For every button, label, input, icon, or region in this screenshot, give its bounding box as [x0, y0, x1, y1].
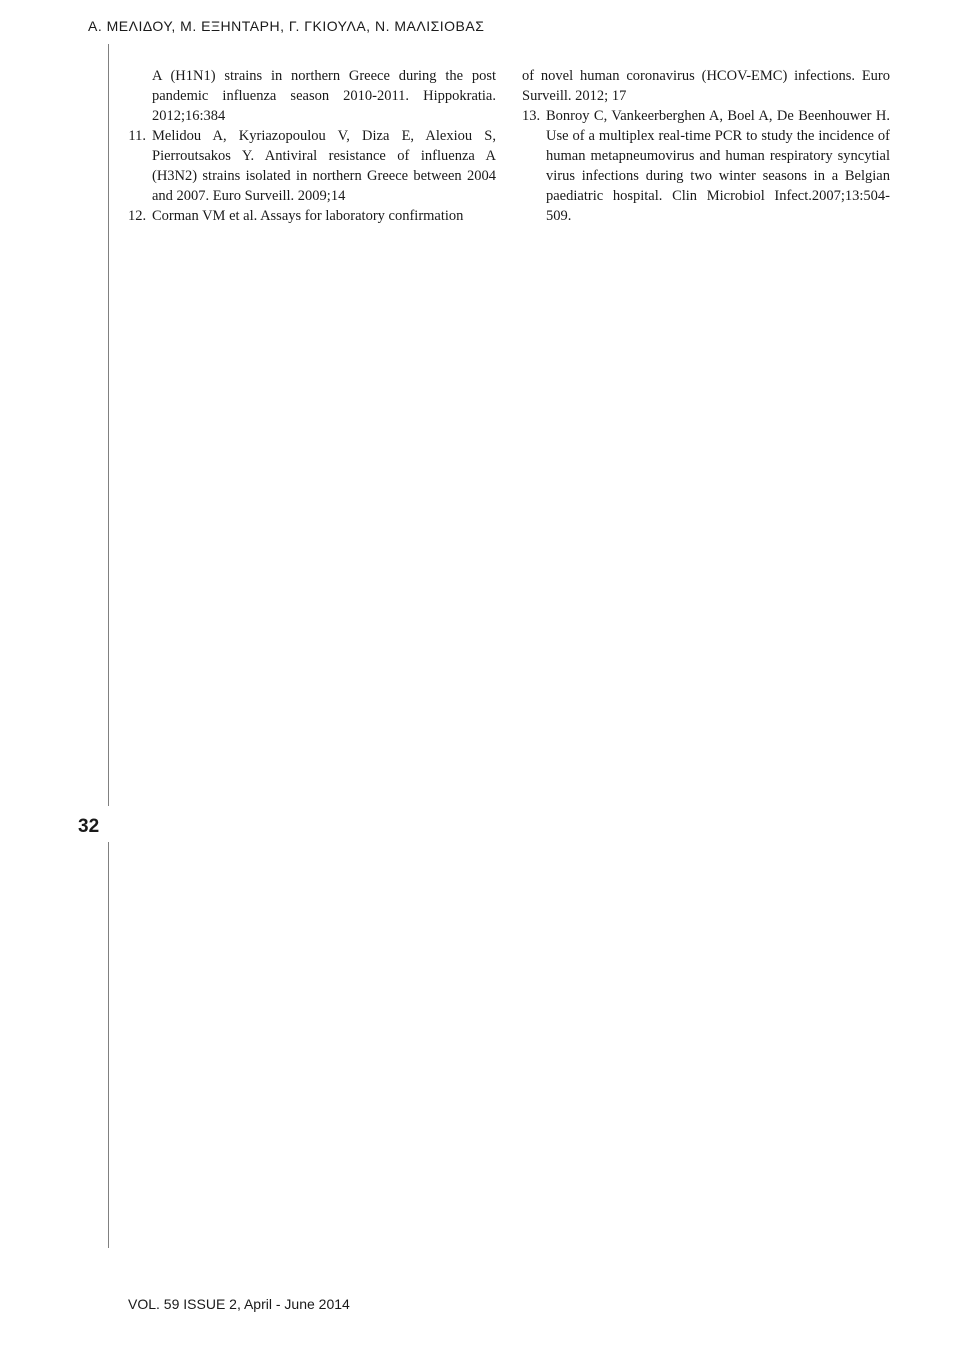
ref-text: Bonroy C, Vankeerberghen A, Boel A, De B…	[546, 106, 890, 226]
footer-issue: ISSUE 2, April - June 2014	[183, 1296, 350, 1312]
ref-number: 12.	[128, 206, 152, 226]
reference-11: 11. Melidou A, Kyriazopoulou V, Diza E, …	[128, 126, 496, 206]
left-column: A (H1N1) strains in northern Greece duri…	[128, 66, 496, 226]
vertical-rule	[108, 44, 109, 1248]
page-number-container: 32	[78, 812, 99, 842]
page-number: 32	[78, 812, 99, 842]
ref-continuation-left: A (H1N1) strains in northern Greece duri…	[128, 66, 496, 126]
right-column: of novel human coronavirus (HCOV-EMC) in…	[522, 66, 890, 226]
line-break-for-number	[108, 806, 109, 842]
ref-number: 13.	[522, 106, 546, 226]
ref-text: Corman VM et al. Assays for laboratory c…	[152, 206, 496, 226]
footer-volume: VOL. 59	[128, 1296, 179, 1312]
references-content: A (H1N1) strains in northern Greece duri…	[128, 66, 890, 226]
reference-12: 12. Corman VM et al. Assays for laborato…	[128, 206, 496, 226]
ref-continuation-right: of novel human coronavirus (HCOV-EMC) in…	[522, 66, 890, 106]
ref-text: Melidou A, Kyriazopoulou V, Diza E, Alex…	[152, 126, 496, 206]
page-header-authors: Α. ΜΕΛΙΔΟΥ, Μ. ΕΞΗΝΤΑΡΗ, Γ. ΓΚΙΟΥΛΑ, Ν. …	[88, 18, 484, 34]
page-footer: VOL. 59 ISSUE 2, April - June 2014	[128, 1296, 350, 1312]
reference-13: 13. Bonroy C, Vankeerberghen A, Boel A, …	[522, 106, 890, 226]
ref-number: 11.	[128, 126, 152, 206]
